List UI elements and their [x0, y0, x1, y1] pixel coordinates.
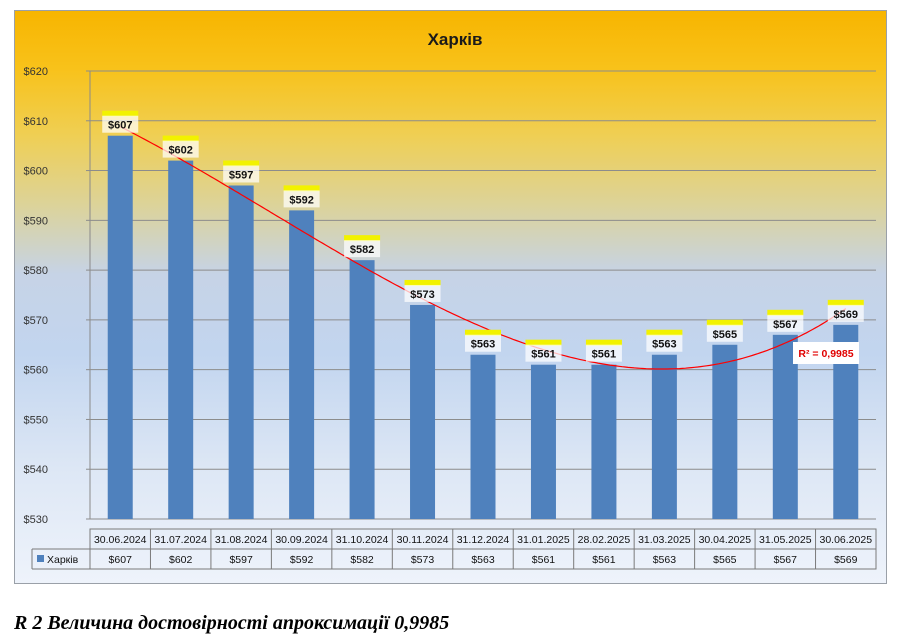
chart-frame	[14, 10, 887, 584]
y-tick-label: $540	[24, 464, 48, 476]
y-tick-label: $570	[24, 315, 48, 327]
data-table-value: $565	[713, 554, 737, 566]
bar	[470, 354, 496, 519]
data-label-highlight	[283, 185, 320, 192]
legend-swatch	[37, 555, 44, 562]
y-tick-label: $530	[24, 514, 48, 526]
data-label: $565	[713, 329, 737, 341]
data-label: $607	[108, 120, 132, 132]
x-tick-label: 30.11.2024	[397, 534, 449, 546]
data-table-value: $567	[774, 554, 798, 566]
bar	[228, 185, 254, 519]
data-table-value: $563	[471, 554, 495, 566]
data-label-box	[827, 304, 864, 322]
x-tick-label: 30.09.2024	[275, 534, 328, 546]
data-table-value: $607	[109, 554, 133, 566]
data-label-box	[283, 190, 320, 208]
data-label-highlight	[344, 235, 381, 242]
bar	[651, 354, 677, 519]
y-tick-label: $600	[24, 166, 48, 178]
data-label: $582	[350, 244, 374, 256]
data-label: $567	[773, 319, 797, 331]
bar	[107, 135, 133, 519]
data-label: $563	[471, 339, 495, 351]
x-tick-label: 30.06.2025	[819, 534, 872, 546]
data-label: $563	[652, 339, 676, 351]
data-label-highlight	[646, 329, 683, 336]
y-tick-label: $560	[24, 365, 48, 377]
x-tick-label: 31.07.2024	[154, 534, 207, 546]
data-label: $602	[168, 145, 192, 157]
data-label: $573	[410, 289, 434, 301]
x-tick-label: 31.10.2024	[336, 534, 389, 546]
data-label-box	[344, 240, 381, 258]
bar	[530, 364, 556, 519]
data-label-box	[646, 334, 683, 352]
data-label-highlight	[706, 319, 743, 326]
data-table-value: $592	[290, 554, 314, 566]
data-label-box	[465, 334, 501, 352]
data-label-box	[525, 344, 562, 362]
data-table-value: $582	[350, 554, 374, 566]
bar	[168, 160, 194, 519]
data-label-highlight	[525, 339, 562, 346]
data-table-value: $597	[229, 554, 253, 566]
y-tick-label: $590	[24, 215, 48, 227]
legend-label: Харків	[47, 554, 79, 566]
data-label-box	[404, 284, 441, 302]
bar	[772, 334, 798, 519]
data-label-highlight	[223, 160, 260, 167]
data-label-box	[102, 115, 139, 133]
x-tick-label: 31.05.2025	[759, 534, 812, 546]
data-label: $592	[289, 194, 313, 206]
x-tick-label: 31.03.2025	[638, 534, 691, 546]
bar	[712, 344, 738, 519]
x-tick-label: 31.01.2025	[517, 534, 570, 546]
x-tick-label: 31.12.2024	[457, 534, 510, 546]
data-label-box	[706, 324, 743, 342]
bar	[349, 260, 375, 519]
data-label-box	[162, 140, 199, 158]
y-tick-label: $580	[24, 265, 48, 277]
x-tick-label: 30.04.2025	[699, 534, 752, 546]
data-table-value: $602	[169, 554, 193, 566]
data-label-highlight	[827, 299, 864, 306]
bar	[289, 210, 315, 519]
chart-title: Харків	[428, 30, 483, 49]
data-table-value: $573	[411, 554, 435, 566]
data-label-box	[767, 314, 804, 332]
data-label-highlight	[767, 309, 804, 316]
data-label: $569	[834, 309, 858, 321]
x-tick-label: 28.02.2025	[578, 534, 631, 546]
x-tick-label: 31.08.2024	[215, 534, 268, 546]
data-label: $597	[229, 169, 253, 181]
trendline	[119, 126, 847, 370]
x-tick-label: 30.06.2024	[94, 534, 147, 546]
data-label-box	[223, 165, 260, 183]
caption: R 2 Величина достовірності апроксимації …	[14, 612, 450, 634]
data-label-highlight	[162, 135, 199, 142]
data-label-highlight	[465, 329, 501, 336]
data-table-value: $569	[834, 554, 858, 566]
data-label: $561	[592, 349, 616, 361]
data-label-highlight	[102, 110, 139, 117]
r2-label-box	[793, 342, 859, 364]
data-table-value: $563	[653, 554, 677, 566]
data-label-highlight	[585, 339, 622, 346]
r2-label: R² = 0,9985	[798, 348, 853, 360]
bar	[591, 364, 617, 519]
data-table-value: $561	[592, 554, 616, 566]
y-tick-label: $550	[24, 414, 48, 426]
y-tick-label: $620	[24, 66, 48, 78]
y-tick-label: $610	[24, 116, 48, 128]
data-label: $561	[531, 349, 555, 361]
data-label-highlight	[404, 279, 441, 286]
bar	[410, 304, 436, 519]
data-table-value: $561	[532, 554, 556, 566]
data-label-box	[585, 344, 622, 362]
